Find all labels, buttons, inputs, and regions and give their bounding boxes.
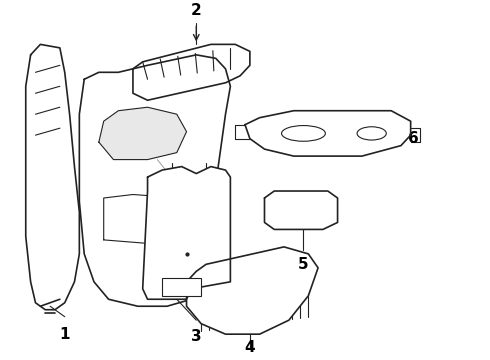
- Polygon shape: [245, 111, 411, 156]
- Text: 5: 5: [298, 257, 309, 273]
- Text: 3: 3: [191, 329, 201, 344]
- Text: 2: 2: [191, 3, 202, 18]
- Polygon shape: [133, 44, 250, 100]
- Polygon shape: [143, 167, 230, 299]
- Ellipse shape: [282, 126, 325, 141]
- Text: 4: 4: [245, 340, 255, 355]
- Text: 6: 6: [408, 131, 419, 146]
- Polygon shape: [26, 44, 79, 310]
- Polygon shape: [79, 55, 230, 306]
- Ellipse shape: [357, 127, 386, 140]
- Text: 1: 1: [59, 327, 70, 342]
- Polygon shape: [99, 107, 187, 159]
- Bar: [162, 278, 201, 296]
- Polygon shape: [265, 191, 338, 229]
- Polygon shape: [187, 247, 318, 334]
